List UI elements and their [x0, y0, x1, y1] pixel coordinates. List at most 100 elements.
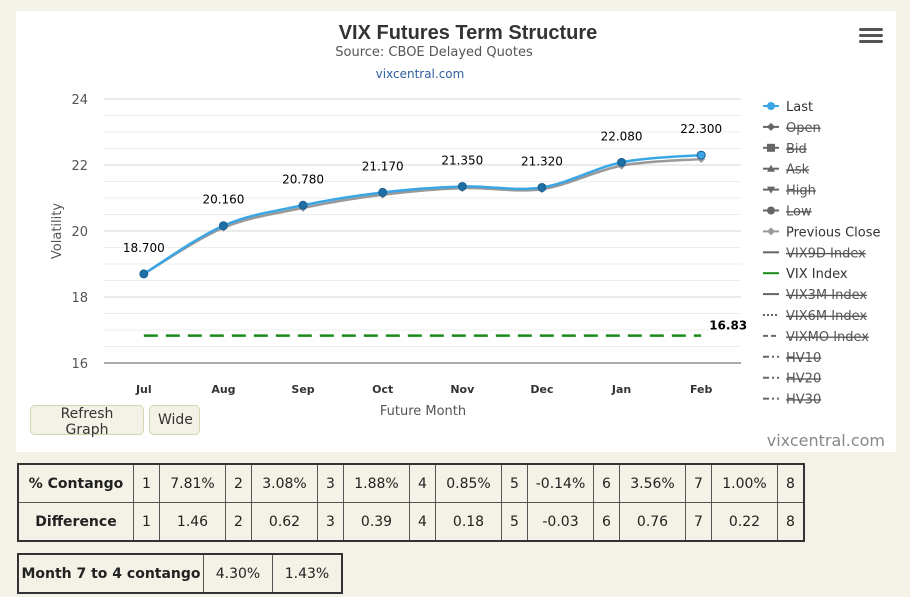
- value-cell: 3.08%: [251, 463, 318, 503]
- contango-table: % Contango 1 7.81% 2 3.08% 3 1.88% 4 0.85% 5 -0.14…: [17, 463, 805, 542]
- previous-close-line: [143, 157, 702, 275]
- row-header: Difference: [17, 502, 134, 542]
- legend-item[interactable]: Open: [786, 121, 821, 136]
- legend-item[interactable]: VIX3M Index: [786, 288, 867, 303]
- value-cell: 0.22: [711, 502, 778, 542]
- last-data-label: 20.160: [202, 193, 244, 207]
- last-data-label: 18.700: [123, 241, 165, 255]
- y-tick-label: 16: [71, 357, 88, 372]
- legend-item[interactable]: Ask: [786, 163, 810, 178]
- x-tick-label: Nov: [450, 383, 475, 396]
- value-cell: 1.46: [159, 502, 226, 542]
- credit-text[interactable]: vixcentral.com: [766, 431, 885, 450]
- x-tick-label: Feb: [690, 383, 713, 396]
- refresh-graph-button[interactable]: Refresh Graph: [30, 405, 144, 438]
- legend-item[interactable]: VIXMO Index: [786, 330, 869, 345]
- month-contango-value: 4.30%: [203, 553, 273, 594]
- legend-item[interactable]: HV10: [786, 351, 821, 366]
- month-number-cell: 5: [501, 463, 528, 503]
- legend-item[interactable]: Previous Close: [786, 225, 881, 240]
- month-number-cell: 2: [225, 463, 252, 503]
- x-tick-label: Jul: [135, 383, 152, 396]
- month-number-cell: 5: [501, 502, 528, 542]
- value-cell: 0.62: [251, 502, 318, 542]
- value-cell: 0.76: [619, 502, 686, 542]
- month-number-cell: 4: [409, 463, 436, 503]
- chart-title: VIX Futures Term Structure: [339, 22, 598, 44]
- legend-symbol: [767, 102, 775, 110]
- legend-item[interactable]: Low: [786, 205, 812, 220]
- last-data-label: 21.170: [362, 159, 404, 173]
- chart-link: vixcentral.com: [376, 67, 465, 81]
- legend-symbol: [767, 122, 775, 131]
- x-tick-label: Dec: [530, 383, 553, 396]
- chart-subtitle: Source: CBOE Delayed Quotes: [335, 45, 533, 60]
- month-number-cell: 4: [409, 502, 436, 542]
- last-point: [378, 187, 388, 197]
- last-data-label: 21.350: [441, 153, 483, 167]
- legend-item[interactable]: VIX Index: [786, 267, 848, 282]
- month-contango-value: 1.43%: [272, 553, 343, 594]
- last-point: [218, 221, 228, 231]
- legend-item[interactable]: High: [786, 184, 816, 199]
- legend-item[interactable]: Last: [786, 100, 813, 115]
- x-axis-title: Future Month: [380, 404, 466, 419]
- x-tick-label: Oct: [372, 383, 393, 396]
- last-point: [537, 182, 547, 192]
- table-row: % Contango 1 7.81% 2 3.08% 3 1.88% 4 0.85% 5 -0.14…: [17, 463, 805, 503]
- y-tick-label: 24: [71, 93, 88, 108]
- last-point: [696, 150, 706, 160]
- last-point: [298, 200, 308, 210]
- y-axis-title: Volatility: [50, 203, 65, 259]
- legend-symbol: [767, 206, 775, 215]
- x-tick-label: Sep: [291, 383, 314, 396]
- last-data-label: 21.320: [521, 154, 563, 168]
- last-point: [457, 181, 467, 191]
- value-cell: -0.03: [527, 502, 594, 542]
- legend-item[interactable]: VIX9D Index: [786, 246, 866, 261]
- legend-item[interactable]: VIX6M Index: [786, 309, 867, 324]
- last-data-label: 22.300: [680, 122, 722, 136]
- value-cell: -0.14%: [527, 463, 594, 503]
- month-number-cell: 7: [685, 463, 712, 503]
- legend-symbol: [767, 227, 775, 236]
- wide-button[interactable]: Wide: [149, 405, 200, 435]
- month-number-cell: 6: [593, 502, 620, 542]
- month-number-cell: 3: [317, 502, 344, 542]
- value-cell: 0.18: [435, 502, 502, 542]
- legend-symbol: [767, 143, 775, 152]
- value-cell: 0.85%: [435, 463, 502, 503]
- month-number-cell: 2: [225, 502, 252, 542]
- table-row: Month 7 to 4 contango 4.30% 1.43%: [17, 553, 343, 594]
- last-point: [617, 157, 627, 167]
- hamburger-menu-icon[interactable]: [859, 25, 883, 47]
- last-point: [139, 269, 149, 279]
- table-row: Difference 1 1.46 2 0.62 3 0.39 4 0.18 5 -0.03 6 0.7…: [17, 502, 805, 542]
- last-data-label: 20.780: [282, 172, 324, 186]
- row-header: % Contango: [17, 463, 134, 503]
- x-tick-label: Aug: [211, 383, 235, 396]
- y-tick-label: 20: [71, 225, 88, 240]
- month-number-cell: 8: [777, 463, 805, 503]
- value-cell: 1.88%: [343, 463, 410, 503]
- legend-symbol: [767, 186, 775, 194]
- month-number-cell: 7: [685, 502, 712, 542]
- last-data-label: 22.080: [601, 129, 643, 143]
- legend-symbol: [767, 164, 775, 172]
- month-number-cell: 1: [133, 463, 160, 503]
- month-number-cell: 6: [593, 463, 620, 503]
- legend-item[interactable]: HV30: [786, 393, 821, 408]
- month-contango-table: Month 7 to 4 contango 4.30% 1.43%: [17, 553, 343, 594]
- y-tick-label: 22: [71, 159, 88, 174]
- x-tick-label: Jan: [611, 383, 631, 396]
- month-number-cell: 3: [317, 463, 344, 503]
- month-contango-label: Month 7 to 4 contango: [17, 553, 204, 594]
- value-cell: 7.81%: [159, 463, 226, 503]
- chart-panel: VIX Futures Term Structure Source: CBOE D…: [16, 11, 896, 452]
- legend-item[interactable]: HV20: [786, 372, 821, 387]
- legend-item[interactable]: Bid: [786, 142, 807, 157]
- vix-index-data-label: 16.83: [709, 319, 747, 333]
- value-cell: 0.39: [343, 502, 410, 542]
- value-cell: 1.00%: [711, 463, 778, 503]
